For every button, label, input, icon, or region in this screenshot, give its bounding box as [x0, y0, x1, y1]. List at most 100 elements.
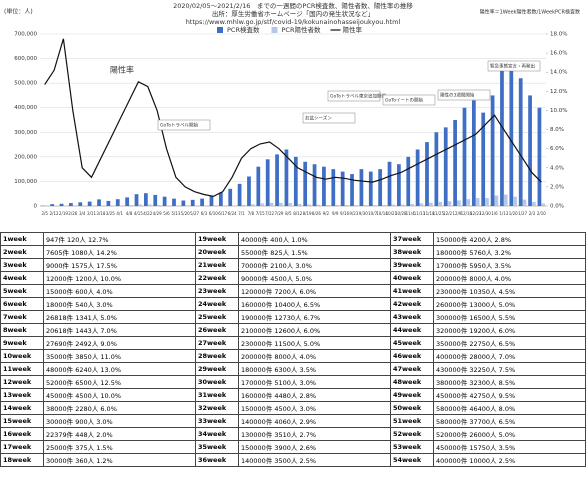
table-row: 14week 38000件 2280人 6.0% 32week 150000件 450…	[0, 401, 586, 415]
summary-cell: 150000件 4500人 3.0%	[238, 401, 391, 415]
bar	[209, 196, 214, 206]
bar	[462, 107, 467, 206]
week-cell: 44week	[390, 323, 434, 337]
x-tick-label: 12/2	[443, 211, 452, 216]
bar	[144, 193, 148, 206]
bar	[97, 199, 101, 206]
table-row: 7week 26818件 1341人 5.0% 25week 190000件 1273…	[0, 310, 586, 324]
annotation: GoToトラベル開始	[160, 122, 198, 129]
bar	[387, 161, 392, 206]
bar	[363, 205, 368, 206]
y-tick-label: 600,000	[14, 56, 37, 62]
bar	[278, 202, 283, 206]
x-tick-label: 6/24	[228, 211, 237, 216]
summary-cell: 90000件 4500人 5.0%	[238, 271, 391, 285]
bar	[322, 166, 326, 206]
bar	[340, 171, 345, 206]
callout-box	[302, 112, 356, 124]
week-cell: 48week	[390, 375, 434, 389]
y2-tick-label: 4.0%	[550, 165, 564, 171]
x-tick-label: 6/10	[209, 211, 218, 216]
summary-cell: 580000件 37700人 6.5%	[433, 414, 586, 428]
summary-cell: 35000件 3850人 11.0%	[43, 349, 196, 363]
bar	[485, 198, 489, 206]
week-cell: 28week	[195, 349, 239, 363]
bar	[406, 156, 411, 206]
bar	[382, 204, 386, 206]
x-tick-label: 4/22	[143, 211, 152, 216]
x-tick-label: 9/16	[340, 211, 349, 216]
bar	[368, 171, 373, 206]
summary-cell: 200000件 8000人 4.0%	[433, 271, 586, 285]
y-tick-label: 200,000	[14, 154, 37, 160]
week-cell: 52week	[390, 427, 434, 441]
x-tick-label: 9/23	[349, 211, 358, 216]
week-cell: 7week	[0, 310, 44, 324]
y2-tick-label: 12.0%	[550, 89, 567, 95]
annotation: 陽性率	[110, 65, 134, 75]
table-row: 17week 25000件 375人 1.5% 35week 150000件 3900…	[0, 440, 586, 454]
y-tick-label: 100,000	[14, 179, 37, 185]
x-tick-label: 10/7	[368, 211, 377, 216]
x-tick-label: 7/1	[238, 211, 245, 216]
summary-cell: 9000件 1575人 17.5%	[43, 258, 196, 272]
bar	[425, 142, 429, 206]
bar	[344, 205, 349, 206]
x-tick-label: 12/30	[479, 211, 491, 216]
week-cell: 25week	[195, 310, 239, 324]
summary-cell: 430000件 32250人 7.5%	[433, 362, 586, 376]
week-cell: 54week	[390, 453, 434, 467]
week-cell: 16week	[0, 427, 44, 441]
y-tick-label: 400,000	[14, 105, 37, 111]
x-tick-label: 5/27	[190, 211, 199, 216]
summary-cell: 27690件 2492人 9.0%	[43, 336, 196, 350]
x-tick-label: 3/4	[79, 211, 86, 216]
week-cell: 22week	[195, 271, 239, 285]
x-tick-label: 2/5	[41, 211, 48, 216]
summary-cell: 450000件 15750人 3.5%	[433, 440, 586, 454]
chart-title: 2020/02/05～2021/2/16 までの一週間のPCR検査数、陽性者数、…	[173, 1, 413, 10]
callout-box	[327, 90, 381, 102]
x-tick-label: 12/23	[470, 211, 482, 216]
x-tick-label: 7/8	[248, 211, 255, 216]
summary-cell: 350000件 22750人 6.5%	[433, 336, 586, 350]
summary-cell: 150000件 4200人 2.8%	[433, 232, 586, 246]
bar	[481, 112, 486, 206]
bar	[528, 95, 532, 206]
week-cell: 42week	[390, 297, 434, 311]
week-cell: 10week	[0, 349, 44, 363]
bar	[443, 127, 448, 206]
summary-cell: 450000件 42750人 9.5%	[433, 388, 586, 402]
week-cell: 37week	[390, 232, 434, 246]
bar	[265, 159, 270, 206]
bar	[218, 192, 223, 206]
x-tick-label: 9/2	[323, 211, 330, 216]
y2-tick-label: 2.0%	[550, 184, 564, 190]
bar	[269, 202, 274, 206]
table-row: 15week 30000件 900人 3.0% 33week 140000件 4060…	[0, 414, 586, 428]
y2-tick-label: 8.0%	[550, 127, 564, 133]
summary-cell: 180000件 6300人 3.5%	[238, 362, 391, 376]
bar	[303, 161, 308, 206]
annotation: お盆シーズン	[305, 115, 332, 122]
table-row: 2week 7605件 1080人 14.2% 20week 55000件 825人 …	[0, 245, 586, 259]
summary-cell: 55000件 825人 1.5%	[238, 245, 391, 259]
x-tick-label: 7/22	[265, 211, 274, 216]
table-row: 10week 35000件 3850人 11.0% 28week 200000件 80…	[0, 349, 586, 363]
bar	[172, 198, 176, 206]
week-cell: 8week	[0, 323, 44, 337]
week-cell: 20week	[195, 245, 239, 259]
table-row: 18week 30000件 360人 1.2% 36week 140000件 3500…	[0, 453, 586, 467]
y2-tick-label: 18.0%	[550, 32, 567, 38]
callout-box	[382, 94, 436, 106]
week-cell: 43week	[390, 310, 434, 324]
summary-cell: 947件 120人 12.7%	[43, 232, 196, 246]
summary-cell: 140000件 4060人 2.9%	[238, 414, 391, 428]
x-tick-label: 5/13	[171, 211, 180, 216]
bar	[312, 164, 317, 206]
bar	[428, 202, 433, 206]
x-tick-label: 9/30	[359, 211, 368, 216]
bar	[438, 201, 442, 206]
bar	[275, 154, 279, 206]
table-row: 5week 15000件 600人 4.0% 23week 120000件 7200人…	[0, 284, 586, 298]
